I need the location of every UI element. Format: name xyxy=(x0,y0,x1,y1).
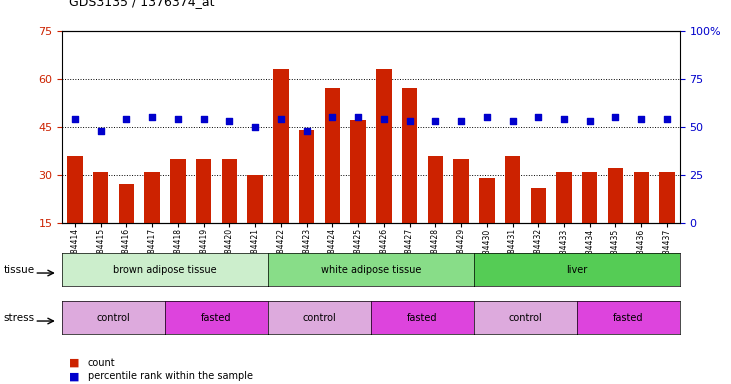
Bar xyxy=(196,159,211,271)
Bar xyxy=(659,172,675,271)
Point xyxy=(481,114,493,120)
Point xyxy=(300,127,312,134)
Bar xyxy=(145,172,160,271)
Bar xyxy=(299,130,314,271)
Point xyxy=(121,116,132,122)
Text: ■: ■ xyxy=(69,371,80,381)
Text: brown adipose tissue: brown adipose tissue xyxy=(113,265,217,275)
Point xyxy=(635,116,647,122)
Point xyxy=(352,114,364,120)
Point xyxy=(275,116,287,122)
Point xyxy=(224,118,235,124)
Text: tissue: tissue xyxy=(4,265,35,275)
Bar xyxy=(67,156,83,271)
Bar xyxy=(556,172,572,271)
Point xyxy=(249,124,261,130)
Point xyxy=(378,116,390,122)
Text: control: control xyxy=(96,313,131,323)
Bar xyxy=(505,156,520,271)
Point xyxy=(95,127,107,134)
Bar xyxy=(247,175,263,271)
Bar xyxy=(582,172,597,271)
Bar xyxy=(325,88,340,271)
Text: count: count xyxy=(88,358,115,368)
Point xyxy=(455,118,467,124)
Bar xyxy=(170,159,186,271)
Bar xyxy=(607,168,624,271)
Bar xyxy=(479,178,494,271)
Bar xyxy=(273,69,289,271)
Point xyxy=(327,114,338,120)
Bar xyxy=(350,120,366,271)
Text: ■: ■ xyxy=(69,358,80,368)
Point xyxy=(430,118,442,124)
Text: control: control xyxy=(303,313,336,323)
Point xyxy=(532,114,544,120)
Point xyxy=(404,118,415,124)
Point xyxy=(146,114,158,120)
Text: white adipose tissue: white adipose tissue xyxy=(321,265,421,275)
Bar xyxy=(453,159,469,271)
Text: liver: liver xyxy=(567,265,588,275)
Point xyxy=(69,116,81,122)
Bar xyxy=(402,88,417,271)
Point xyxy=(610,114,621,120)
Bar xyxy=(634,172,649,271)
Bar xyxy=(93,172,108,271)
Text: fasted: fasted xyxy=(407,313,438,323)
Bar xyxy=(428,156,443,271)
Text: fasted: fasted xyxy=(201,313,232,323)
Point xyxy=(198,116,210,122)
Bar xyxy=(531,187,546,271)
Text: fasted: fasted xyxy=(613,313,643,323)
Text: percentile rank within the sample: percentile rank within the sample xyxy=(88,371,253,381)
Point xyxy=(172,116,183,122)
Point xyxy=(584,118,596,124)
Point xyxy=(661,116,673,122)
Point xyxy=(507,118,518,124)
Text: stress: stress xyxy=(4,313,35,323)
Bar xyxy=(118,184,135,271)
Bar xyxy=(221,159,237,271)
Text: GDS3135 / 1376374_at: GDS3135 / 1376374_at xyxy=(69,0,215,8)
Point xyxy=(558,116,570,122)
Text: control: control xyxy=(509,313,542,323)
Bar xyxy=(376,69,392,271)
